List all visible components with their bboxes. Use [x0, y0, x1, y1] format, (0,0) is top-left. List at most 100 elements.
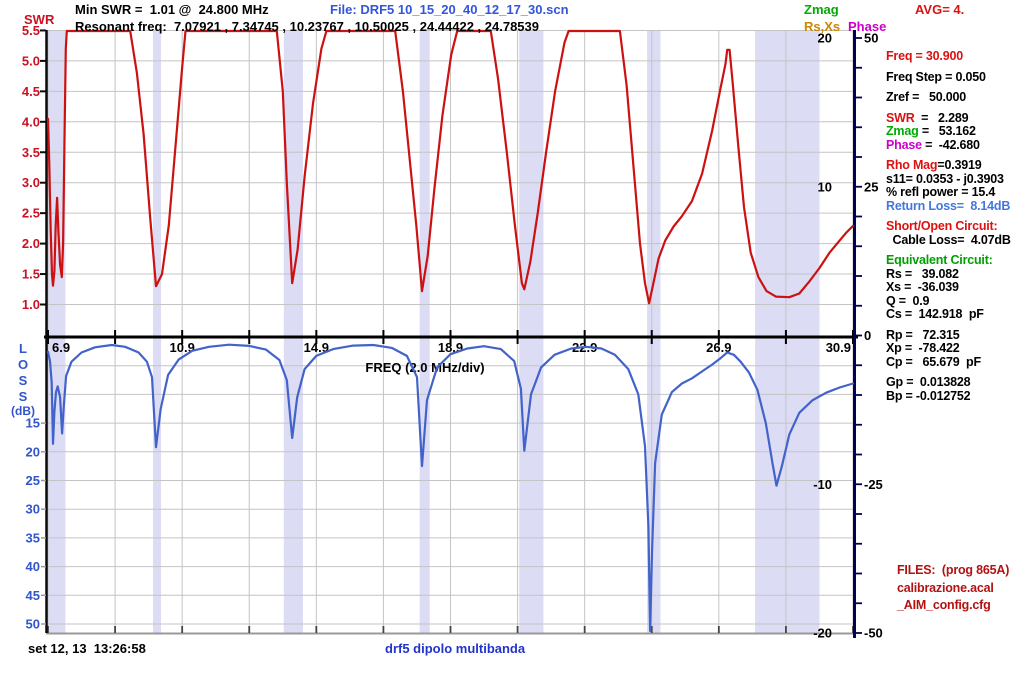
- panel-line: Cs = 142.918 pF: [886, 307, 1024, 322]
- panel-group: SWR = 2.289 Zmag = 53.162 Phase = -42.680: [886, 110, 1024, 153]
- panel-line: Xp = -78.422: [886, 341, 1024, 356]
- axis-tick-label: 5.5: [22, 23, 40, 38]
- axis-tick-label: 10.9: [170, 340, 195, 355]
- axis-tick-label: 3.0: [22, 175, 40, 190]
- panel-value: Freq Step = 0.050: [886, 69, 986, 84]
- axis-tick-label: 1.0: [22, 297, 40, 312]
- axis-tick-label: 30.9: [826, 340, 851, 355]
- axis-tick-label: -20: [813, 626, 832, 641]
- axis-tick-label: 0: [864, 328, 871, 343]
- panel-line: Return Loss= 8.14dB: [886, 198, 1024, 214]
- panel-line: Rho Mag=0.3919: [886, 158, 1024, 173]
- band-highlight: [283, 30, 303, 633]
- axis-tick-label: 15: [26, 416, 40, 431]
- panel-group: Zref = 50.000: [886, 90, 1024, 105]
- panel-line: Q = 0.9: [886, 293, 1024, 309]
- panel-value: Xp = -78.422: [886, 341, 960, 355]
- axis-tick-label: 25: [864, 179, 878, 194]
- axis-tick-label: 4.5: [22, 84, 40, 99]
- axis-tick-label: 30: [26, 502, 40, 517]
- panel-value: Equivalent Circuit:: [886, 253, 993, 267]
- axis-tick-label: (dB): [11, 404, 35, 418]
- scan-title: drf5 dipolo multibanda: [385, 641, 526, 656]
- axis-tick-label: 40: [26, 559, 40, 574]
- files-title: FILES: (prog 865A): [897, 563, 1010, 577]
- panel-line: Equivalent Circuit:: [886, 253, 1024, 268]
- axis-tick-label: 18.9: [438, 340, 463, 355]
- axis-tick-label: S: [19, 373, 28, 388]
- panel-line: s11= 0.0353 - j0.3903: [886, 171, 1024, 187]
- scan-file-name: File: DRF5 10_15_20_40_12_17_30.scn: [330, 2, 569, 17]
- panel-group: Rho Mag=0.3919 s11= 0.0353 - j0.3903% ref…: [886, 158, 1024, 214]
- axis-tick-label: L: [19, 341, 27, 356]
- panel-value: Rho Mag: [886, 158, 938, 172]
- panel-group: Freq = 30.900: [886, 49, 1024, 64]
- panel-value: Cable Loss= 4.07dB: [886, 232, 1011, 247]
- axis-tick-label: 5.0: [22, 53, 40, 68]
- band-highlight: [152, 30, 162, 633]
- panel-line: Phase = -42.680: [886, 137, 1024, 153]
- calibration-file: calibrazione.acal: [897, 580, 994, 595]
- panel-line: Cable Loss= 4.07dB: [886, 232, 1024, 248]
- axis-tick-label: 3.5: [22, 145, 40, 160]
- axis-tick-label: O: [18, 357, 28, 372]
- panel-value: = 53.162: [918, 124, 976, 138]
- rsxs-legend: Rs,Xs: [804, 19, 841, 34]
- timestamp: set 12, 13 13:26:58: [28, 641, 146, 656]
- swr-axis-title: SWR: [24, 12, 55, 27]
- axis-tick-label: 4.0: [22, 114, 40, 129]
- panel-value: Rs = 39.082: [886, 266, 959, 281]
- band-highlight: [519, 30, 544, 633]
- avg-readout: AVG= 4.: [915, 2, 965, 17]
- panel-value: Zref = 50.000: [886, 90, 967, 104]
- files-panel: FILES: (prog 865A) calibrazione.acal _AI…: [897, 562, 1009, 615]
- axis-tick-label: 45: [26, 588, 40, 603]
- panel-value: Short/Open Circuit:: [886, 219, 998, 233]
- panel-line: Short/Open Circuit:: [886, 219, 1024, 234]
- panel-line: Gp = 0.013828: [886, 375, 1024, 390]
- panel-value: Rp = 72.315: [886, 327, 960, 342]
- band-highlight: [419, 30, 430, 633]
- axis-tick-label: S: [19, 389, 28, 404]
- axis-tick-label: 10: [818, 179, 832, 194]
- zmag-legend: Zmag: [804, 2, 839, 17]
- axis-tick-label: 25: [26, 473, 40, 488]
- panel-line: % refl power = 15.4: [886, 185, 1024, 200]
- panel-value: Phase: [886, 137, 922, 152]
- axis-tick-label: 20: [818, 31, 832, 46]
- panel-value: =0.3919: [937, 158, 982, 172]
- phase-legend: Phase: [848, 19, 887, 34]
- panel-value: = -42.680: [921, 137, 980, 152]
- axis-tick-label: 20: [26, 444, 40, 459]
- panel-value: Q = 0.9: [886, 293, 930, 308]
- panel-line: Freq = 30.900: [886, 49, 1024, 64]
- panel-value: Freq = 30.900: [886, 49, 963, 63]
- axis-tick-label: 50: [26, 617, 40, 632]
- axis-tick-label: 26.9: [706, 340, 731, 355]
- panel-line: Zref = 50.000: [886, 90, 1024, 105]
- panel-group: Freq Step = 0.050: [886, 69, 1024, 85]
- axis-tick-label: 35: [26, 530, 40, 545]
- band-highlight: [647, 30, 661, 633]
- axis-tick-label: 14.9: [304, 340, 329, 355]
- panel-line: Rs = 39.082: [886, 266, 1024, 282]
- axis-tick-label: -25: [864, 477, 883, 492]
- axis-tick-label: 6.9: [52, 340, 70, 355]
- axis-tick-label: -50: [864, 626, 883, 641]
- band-highlight: [755, 30, 820, 633]
- panel-value: Return Loss= 8.14dB: [886, 198, 1011, 213]
- measurement-panel: Freq = 30.900 Freq Step = 0.050 Zref = 50.…: [886, 49, 1024, 410]
- axis-tick-label: 50: [864, 31, 878, 46]
- axis-tick-label: -10: [813, 477, 832, 492]
- resonant-freq-readout: Resonant freq: 7.07921 , 7.34745 , 10.23…: [75, 19, 540, 34]
- panel-value: Cp = 65.679 pF: [886, 354, 981, 369]
- panel-line: Xs = -36.039: [886, 280, 1024, 295]
- axis-tick-label: 2.5: [22, 206, 40, 221]
- min-swr-readout: Min SWR = 1.01 @ 24.800 MHz: [75, 2, 269, 17]
- panel-value: s11= 0.0353 - j0.3903: [886, 171, 1004, 186]
- panel-value: SWR: [886, 110, 915, 125]
- panel-line: Zmag = 53.162: [886, 124, 1024, 139]
- panel-line: SWR = 2.289: [886, 110, 1024, 126]
